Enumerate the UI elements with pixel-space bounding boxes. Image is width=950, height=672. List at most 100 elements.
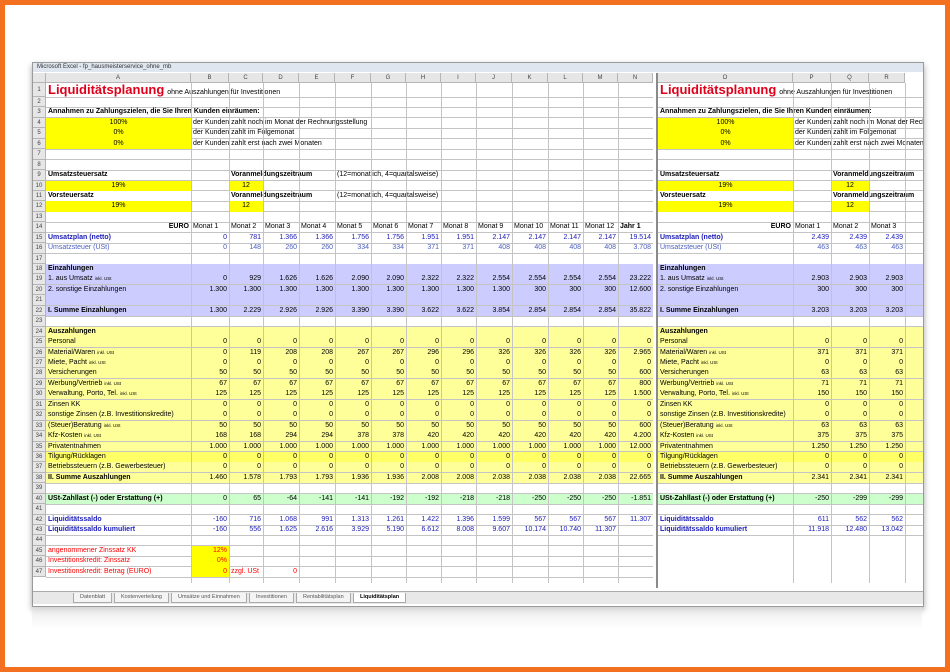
row-label: Auszahlungen bbox=[658, 327, 708, 337]
row-label: Kfz-Kosten inkl. USt bbox=[46, 431, 101, 441]
value: 0 bbox=[470, 463, 474, 471]
value: 1.366 bbox=[279, 233, 297, 241]
month-header: Monat 1 bbox=[193, 223, 219, 231]
value: 71 bbox=[895, 379, 903, 387]
grid-line bbox=[658, 524, 923, 526]
value: 296 bbox=[462, 348, 474, 356]
value: 0 bbox=[612, 359, 616, 366]
grid-line bbox=[658, 159, 923, 160]
value: 267 bbox=[357, 348, 369, 356]
grid-line bbox=[46, 180, 653, 181]
value: 12.480 bbox=[845, 526, 867, 534]
row-number: 8 bbox=[33, 159, 46, 171]
row-band bbox=[658, 378, 923, 390]
value: 1.000 bbox=[279, 442, 297, 450]
value: 0 bbox=[612, 338, 616, 346]
cell: Voranmeldungszeitraum bbox=[833, 191, 915, 199]
grid-line bbox=[46, 211, 653, 212]
label: sonstige Zinsen (z.B. Investitionskredit… bbox=[48, 411, 174, 419]
value: 63 bbox=[821, 421, 829, 429]
value: 6.612 bbox=[421, 526, 439, 534]
row-label: Verwaltung, Porto, Tel. inkl. USt bbox=[46, 389, 137, 399]
sheet-tabs: Datenblatt Kostenverteilung Umsätze und Ei… bbox=[33, 591, 923, 604]
value: 562 bbox=[891, 515, 903, 523]
value: 1.578 bbox=[243, 473, 261, 481]
value: 0 bbox=[223, 233, 227, 241]
grid-line bbox=[658, 294, 923, 296]
value: 2.147 bbox=[563, 233, 581, 241]
value: 567 bbox=[534, 515, 546, 523]
value: 1.626 bbox=[315, 275, 333, 283]
row-label: Personal bbox=[46, 337, 76, 347]
value: 1.599 bbox=[492, 515, 510, 523]
sheet-tab[interactable]: Kostenverteilung bbox=[114, 593, 169, 603]
value: 63 bbox=[821, 369, 829, 377]
value: 0 bbox=[899, 452, 903, 460]
total-value: 35.822 bbox=[629, 306, 651, 314]
row-number: 39 bbox=[33, 483, 46, 494]
row-number: 7 bbox=[33, 149, 46, 160]
value: 0 bbox=[612, 400, 616, 408]
grid-line bbox=[46, 566, 653, 567]
grid-line bbox=[658, 336, 923, 338]
value: 50 bbox=[219, 369, 227, 377]
column-header: J bbox=[476, 73, 512, 83]
row-number: 25 bbox=[33, 337, 46, 348]
value: 0 bbox=[223, 411, 227, 419]
sheet-tab[interactable]: Investitionen bbox=[249, 593, 294, 603]
value: 1.000 bbox=[528, 442, 546, 450]
value: 10.740 bbox=[559, 526, 581, 534]
grid-line bbox=[46, 221, 653, 223]
value: 556 bbox=[249, 526, 261, 534]
value: 0 bbox=[506, 411, 510, 419]
value: 1.250 bbox=[849, 442, 867, 450]
value: 1.626 bbox=[279, 275, 297, 283]
cell: angenommener Zinssatz KK bbox=[48, 546, 137, 554]
grid-line bbox=[658, 493, 923, 494]
label: USt-Zahllast (-) oder Erstattung (+) bbox=[660, 494, 775, 502]
label: Zinsen KK bbox=[48, 400, 81, 408]
sheet-tab[interactable]: Rentabilitätsplan bbox=[296, 593, 351, 603]
value: 0 bbox=[293, 338, 297, 346]
row-band bbox=[658, 389, 923, 400]
excel-window: Microsoft Excel - fp_hausmeisterservice_… bbox=[32, 62, 924, 607]
row-number: 22 bbox=[33, 305, 46, 317]
row-band bbox=[46, 493, 653, 505]
label: Personal bbox=[48, 338, 76, 346]
grid-line bbox=[658, 399, 923, 400]
value: 334 bbox=[357, 244, 369, 252]
label: 2. sonstige Einzahlungen bbox=[48, 285, 127, 293]
total-value: 600 bbox=[639, 421, 651, 429]
sheet-tab[interactable]: Umsätze und Einnahmen bbox=[171, 593, 247, 603]
sheet-tab[interactable]: Datenblatt bbox=[73, 593, 113, 603]
grid-line bbox=[298, 83, 300, 583]
value: 0 bbox=[899, 411, 903, 419]
row-label: Werbung/Vertrieb inkl. USt bbox=[658, 379, 733, 389]
value: 208 bbox=[321, 348, 333, 356]
value: 50 bbox=[431, 421, 439, 429]
value: 3.390 bbox=[386, 306, 404, 314]
grid-line bbox=[46, 190, 653, 192]
value: 326 bbox=[498, 348, 510, 356]
grid-line bbox=[658, 242, 923, 244]
value: 1.000 bbox=[315, 442, 333, 450]
value: 2.903 bbox=[885, 275, 903, 283]
value: 420 bbox=[534, 432, 546, 440]
value: 0 bbox=[223, 359, 227, 366]
value: 420 bbox=[604, 432, 616, 440]
grid-line bbox=[46, 96, 653, 98]
total-value: 3.708 bbox=[633, 244, 651, 252]
value: 1.000 bbox=[563, 442, 581, 450]
value: 0 bbox=[329, 411, 333, 419]
grid-line bbox=[658, 367, 923, 369]
row-number: 18 bbox=[33, 264, 46, 275]
value: 1.000 bbox=[209, 442, 227, 450]
label: Material/Waren bbox=[48, 348, 96, 356]
grid-line bbox=[46, 357, 653, 359]
label: Betriebssteuern (z.B. Gewerbesteuer) bbox=[48, 463, 166, 471]
value: 50 bbox=[396, 369, 404, 377]
value: 0 bbox=[329, 463, 333, 471]
value: 50 bbox=[608, 421, 616, 429]
sheet-tab[interactable]: Liquiditätsplan bbox=[353, 593, 407, 603]
value: 71 bbox=[821, 379, 829, 387]
